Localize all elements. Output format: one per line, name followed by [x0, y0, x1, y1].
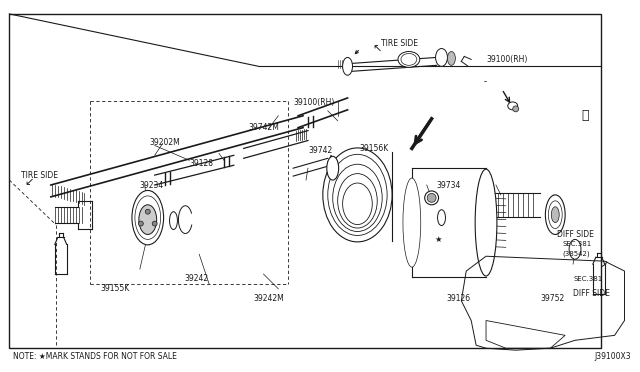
- Text: ★: ★: [435, 235, 442, 244]
- Text: DIFF SIDE: DIFF SIDE: [557, 230, 594, 239]
- Ellipse shape: [569, 240, 581, 259]
- Text: 39734: 39734: [436, 180, 461, 189]
- Text: J39100X3: J39100X3: [595, 352, 632, 360]
- Text: ↙: ↙: [24, 177, 33, 187]
- Text: NOTE: ★MARK STANDS FOR NOT FOR SALE: NOTE: ★MARK STANDS FOR NOT FOR SALE: [13, 352, 177, 360]
- Text: SEC.381: SEC.381: [562, 241, 591, 247]
- Ellipse shape: [438, 210, 445, 225]
- Ellipse shape: [327, 156, 339, 180]
- Ellipse shape: [548, 201, 562, 228]
- Text: 39202M: 39202M: [150, 138, 180, 147]
- Ellipse shape: [545, 195, 565, 234]
- Text: 39742: 39742: [308, 146, 332, 155]
- Text: 39100(RH): 39100(RH): [486, 55, 527, 64]
- Text: SEC.381: SEC.381: [573, 276, 602, 282]
- Text: ⤵: ⤵: [581, 109, 589, 122]
- Text: 39126: 39126: [447, 294, 470, 303]
- Ellipse shape: [328, 154, 387, 235]
- Ellipse shape: [403, 178, 420, 267]
- Text: 39242M: 39242M: [253, 294, 284, 303]
- Ellipse shape: [338, 174, 377, 228]
- Text: 39242: 39242: [184, 275, 209, 283]
- Ellipse shape: [551, 207, 559, 222]
- Text: DIFF SIDE: DIFF SIDE: [573, 289, 610, 298]
- Ellipse shape: [138, 221, 143, 226]
- Ellipse shape: [425, 191, 438, 205]
- Ellipse shape: [132, 190, 164, 245]
- Text: 39742M: 39742M: [249, 123, 280, 132]
- Ellipse shape: [436, 48, 447, 66]
- Ellipse shape: [401, 54, 417, 65]
- Ellipse shape: [139, 205, 157, 234]
- Ellipse shape: [508, 102, 518, 110]
- Text: 39155K: 39155K: [100, 284, 129, 294]
- Ellipse shape: [152, 221, 157, 226]
- Ellipse shape: [513, 106, 518, 112]
- Text: 39100(RH): 39100(RH): [293, 99, 335, 108]
- Ellipse shape: [170, 212, 177, 230]
- Text: TIRE SIDE: TIRE SIDE: [381, 39, 418, 48]
- Ellipse shape: [342, 183, 372, 225]
- Text: 39752: 39752: [540, 294, 564, 303]
- Text: 39156K: 39156K: [360, 144, 388, 153]
- Ellipse shape: [342, 57, 353, 75]
- Ellipse shape: [398, 51, 420, 67]
- Text: (38542): (38542): [562, 251, 590, 257]
- Text: 39128: 39128: [189, 159, 213, 168]
- Ellipse shape: [427, 193, 436, 202]
- Ellipse shape: [323, 148, 392, 242]
- Ellipse shape: [145, 209, 150, 214]
- Ellipse shape: [333, 164, 382, 231]
- Text: ↖: ↖: [372, 45, 381, 55]
- Ellipse shape: [447, 51, 456, 65]
- Text: 39234: 39234: [140, 180, 164, 189]
- Ellipse shape: [475, 169, 497, 276]
- Text: TIRE SIDE: TIRE SIDE: [21, 171, 58, 180]
- Ellipse shape: [135, 196, 161, 240]
